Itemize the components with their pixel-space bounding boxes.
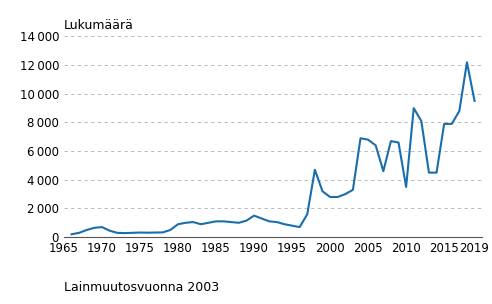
Text: Lukumäärä: Lukumäärä bbox=[64, 19, 134, 33]
Text: Lainmuutosvuonna 2003: Lainmuutosvuonna 2003 bbox=[64, 281, 219, 294]
